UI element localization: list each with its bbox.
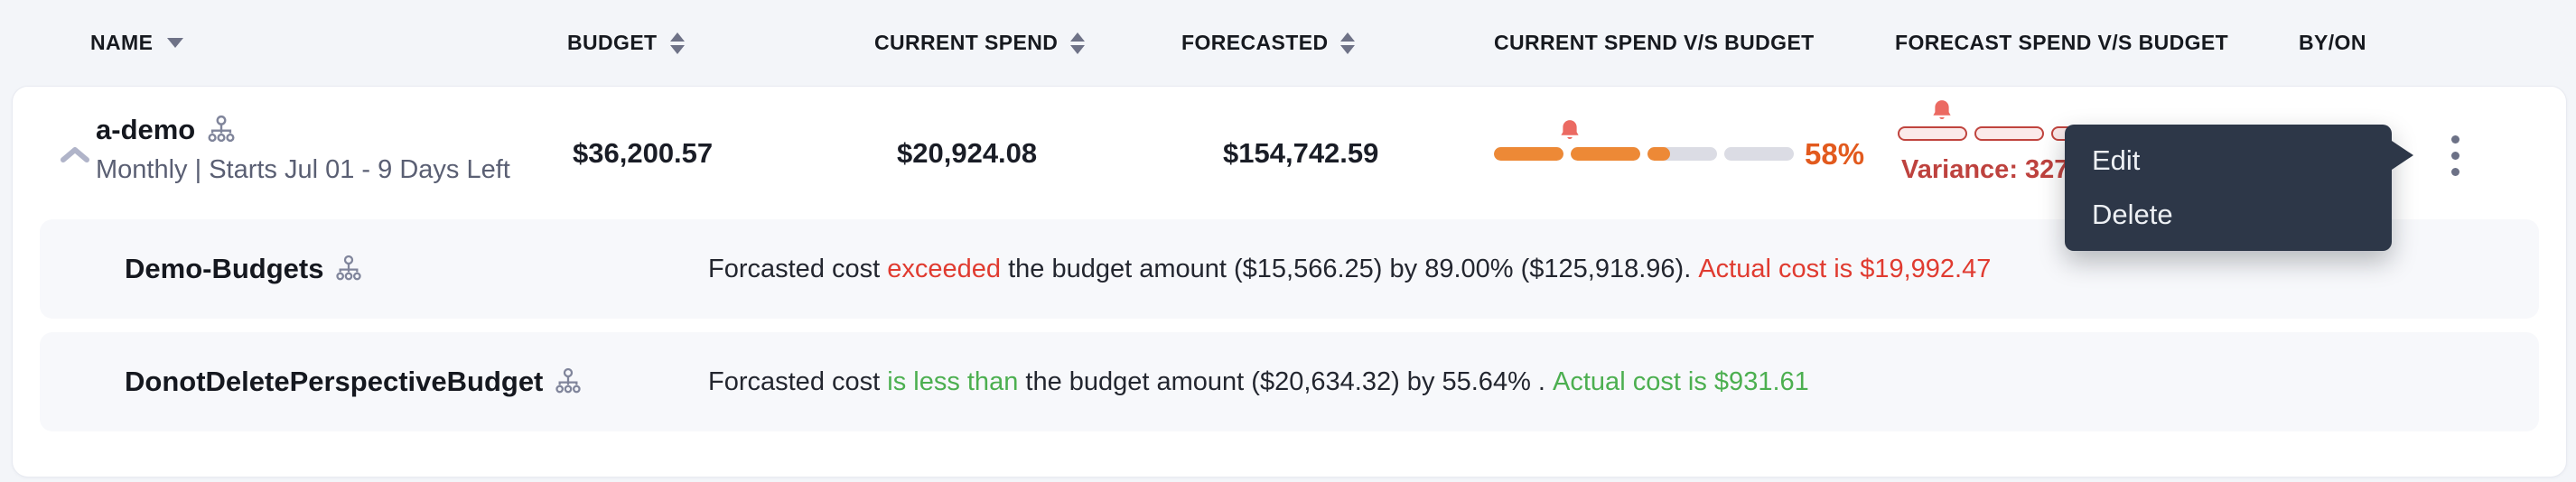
column-label: FORECASTED <box>1181 31 1329 54</box>
budget-name-cell: Demo-Budgets <box>125 219 363 319</box>
spend-percent-label: 58% <box>1805 137 1865 171</box>
org-hierarchy-icon <box>334 255 363 283</box>
message-part: Forcasted cost <box>708 366 888 396</box>
bell-icon <box>1928 97 1955 125</box>
sort-desc-icon[interactable] <box>167 38 184 48</box>
message-part: exceeded <box>887 254 1002 283</box>
menu-item-edit[interactable]: Edit <box>2092 144 2141 176</box>
budget-name-cell: a-demo Monthly | Starts Jul 01 - 9 Days … <box>96 110 510 185</box>
current-spend-amount: $20,924.08 <box>897 137 1038 169</box>
column-header-current-spend[interactable]: CURRENT SPEND <box>874 0 1086 86</box>
column-label: CURRENT SPEND <box>874 31 1059 54</box>
message-part: Actual cost is $931.61 <box>1553 366 1809 396</box>
column-header-forecast-vs-budget: FORECAST SPEND V/S BUDGET <box>1895 0 2228 86</box>
budget-name: Demo-Budgets <box>125 253 324 284</box>
table-header: NAME BUDGET CURRENT SPEND FORECASTED CUR… <box>0 0 2576 86</box>
forecast-message: Forcasted cost exceeded the budget amoun… <box>708 219 1991 319</box>
message-part: Actual cost is $19,992.47 <box>1698 254 1992 283</box>
budget-name: a-demo <box>96 114 196 145</box>
message-part: is less than <box>887 366 1019 396</box>
org-hierarchy-icon <box>206 115 237 145</box>
column-label: CURRENT SPEND V/S BUDGET <box>1494 31 1815 54</box>
sort-toggle-icon[interactable] <box>1340 32 1356 54</box>
sort-toggle-icon[interactable] <box>1070 32 1086 54</box>
budget-amount: $36,200.57 <box>573 137 714 169</box>
message-part: the budget amount ($15,566.25) by 89.00%… <box>1001 254 1699 283</box>
forecasted-amount: $154,742.59 <box>1223 137 1379 169</box>
sort-toggle-icon[interactable] <box>669 32 685 54</box>
column-label: FORECAST SPEND V/S BUDGET <box>1895 31 2229 54</box>
menu-item-delete[interactable]: Delete <box>2092 199 2173 230</box>
collapse-row-button[interactable] <box>56 137 94 173</box>
row-actions-menu: Edit Delete <box>2065 125 2413 251</box>
org-hierarchy-icon <box>554 367 583 396</box>
column-header-name[interactable]: NAME <box>90 0 184 86</box>
menu-pointer-arrow <box>2392 141 2413 170</box>
column-header-forecasted[interactable]: FORECASTED <box>1181 0 1356 86</box>
column-header-current-vs-budget: CURRENT SPEND V/S BUDGET <box>1494 0 1815 86</box>
message-part: the budget amount ($20,634.32) by 55.64%… <box>1018 366 1554 396</box>
current-vs-budget-progressbar <box>1494 147 1794 161</box>
column-label: NAME <box>90 31 154 54</box>
message-part: Forcasted cost <box>708 254 888 283</box>
bell-icon <box>1556 117 1583 144</box>
kebab-menu-icon <box>2450 167 2459 176</box>
table-row[interactable]: DonotDeletePerspectiveBudget Forcasted c… <box>40 332 2539 431</box>
chevron-up-icon <box>61 147 89 162</box>
kebab-menu-icon <box>2450 134 2459 144</box>
current-vs-budget-cell: 58% <box>1494 87 1891 219</box>
budget-name: DonotDeletePerspectiveBudget <box>125 366 544 397</box>
column-header-by-on: BY/ON <box>2299 0 2366 86</box>
budget-schedule: Monthly | Starts Jul 01 - 9 Days Left <box>96 155 510 184</box>
budget-name-cell: DonotDeletePerspectiveBudget <box>125 332 583 431</box>
variance-label: Variance: 327% <box>1901 155 2093 184</box>
kebab-menu-icon <box>2450 151 2459 160</box>
forecast-message: Forcasted cost is less than the budget a… <box>708 332 1809 431</box>
column-label: BY/ON <box>2299 31 2366 54</box>
row-actions-button[interactable] <box>2433 134 2477 177</box>
column-label: BUDGET <box>567 31 658 54</box>
column-header-budget[interactable]: BUDGET <box>567 0 685 86</box>
